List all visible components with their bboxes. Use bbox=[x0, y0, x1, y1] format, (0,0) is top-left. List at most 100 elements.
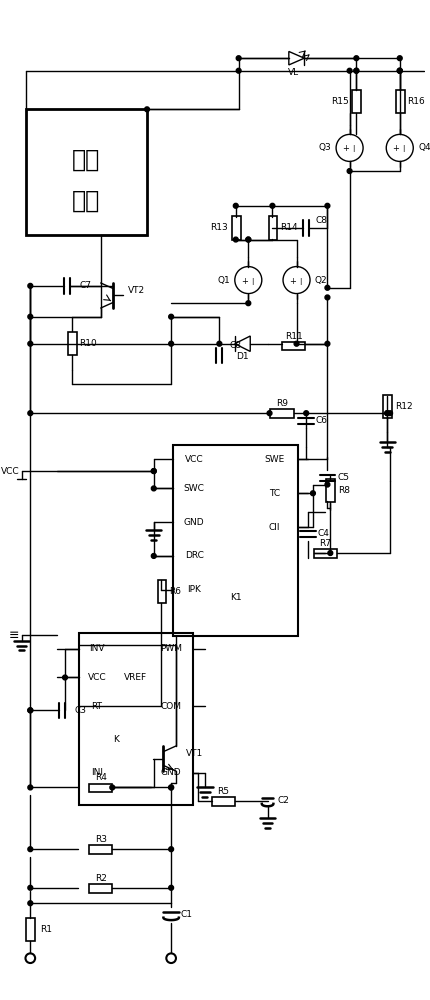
Circle shape bbox=[168, 847, 173, 852]
Circle shape bbox=[233, 203, 238, 208]
Text: INI: INI bbox=[91, 768, 103, 777]
Circle shape bbox=[246, 301, 250, 306]
Circle shape bbox=[168, 314, 173, 319]
Circle shape bbox=[324, 285, 329, 290]
Bar bbox=[352, 90, 360, 113]
Circle shape bbox=[303, 411, 308, 416]
Text: SWC: SWC bbox=[184, 484, 204, 493]
Text: C4: C4 bbox=[317, 529, 329, 538]
Text: VT2: VT2 bbox=[128, 286, 145, 295]
Circle shape bbox=[216, 341, 221, 346]
Circle shape bbox=[28, 785, 33, 790]
Text: Q2: Q2 bbox=[314, 276, 327, 285]
Bar bbox=[173, 445, 298, 636]
Circle shape bbox=[28, 847, 33, 852]
Text: R11: R11 bbox=[284, 332, 302, 341]
Bar bbox=[326, 479, 335, 502]
Text: C8: C8 bbox=[228, 341, 240, 350]
Text: R10: R10 bbox=[79, 339, 97, 348]
Circle shape bbox=[353, 68, 358, 73]
Circle shape bbox=[110, 785, 114, 790]
Text: C2: C2 bbox=[276, 796, 289, 805]
Text: R4: R4 bbox=[95, 773, 106, 782]
Bar bbox=[68, 332, 77, 355]
Text: |: | bbox=[250, 278, 253, 285]
Text: D1: D1 bbox=[236, 352, 248, 361]
Bar bbox=[395, 90, 404, 113]
Text: R6: R6 bbox=[169, 587, 181, 596]
Text: R15: R15 bbox=[330, 97, 348, 106]
Circle shape bbox=[236, 56, 240, 61]
Text: R14: R14 bbox=[280, 223, 297, 232]
Text: VCC: VCC bbox=[184, 455, 203, 464]
Circle shape bbox=[168, 885, 173, 890]
Text: CII: CII bbox=[268, 523, 280, 532]
Text: 用电: 用电 bbox=[72, 147, 100, 171]
Bar bbox=[157, 580, 166, 603]
Circle shape bbox=[144, 107, 149, 112]
Circle shape bbox=[151, 554, 156, 558]
Bar bbox=[382, 395, 391, 418]
Circle shape bbox=[168, 785, 173, 790]
Circle shape bbox=[233, 237, 238, 242]
Text: K: K bbox=[113, 735, 119, 744]
Circle shape bbox=[151, 469, 156, 473]
Text: VL: VL bbox=[287, 68, 298, 77]
Bar bbox=[270, 409, 293, 418]
Circle shape bbox=[28, 283, 33, 288]
Text: DRC: DRC bbox=[184, 551, 203, 560]
Text: +: + bbox=[289, 277, 295, 286]
Circle shape bbox=[168, 341, 173, 346]
Text: +: + bbox=[240, 277, 247, 286]
Text: C3: C3 bbox=[74, 706, 86, 715]
Circle shape bbox=[62, 675, 67, 680]
Bar bbox=[268, 216, 276, 240]
Text: |: | bbox=[402, 145, 404, 152]
Text: Q3: Q3 bbox=[318, 143, 331, 152]
Circle shape bbox=[28, 708, 33, 713]
Text: PWM: PWM bbox=[160, 644, 182, 653]
Text: Q1: Q1 bbox=[217, 276, 230, 285]
Circle shape bbox=[28, 341, 33, 346]
Text: IPK: IPK bbox=[187, 585, 201, 594]
Text: SWE: SWE bbox=[264, 455, 284, 464]
Circle shape bbox=[28, 411, 33, 416]
Text: |: | bbox=[351, 145, 354, 152]
Circle shape bbox=[293, 341, 298, 346]
Bar bbox=[231, 216, 240, 240]
Text: R3: R3 bbox=[95, 835, 107, 844]
Text: C1: C1 bbox=[180, 910, 192, 919]
Text: +: + bbox=[392, 144, 399, 153]
Circle shape bbox=[396, 68, 401, 73]
Circle shape bbox=[28, 314, 33, 319]
Text: VT1: VT1 bbox=[185, 749, 203, 758]
Circle shape bbox=[236, 68, 240, 73]
Circle shape bbox=[347, 169, 351, 173]
Text: VREF: VREF bbox=[123, 673, 147, 682]
Bar bbox=[313, 549, 336, 558]
Circle shape bbox=[396, 68, 401, 73]
Text: R7: R7 bbox=[319, 539, 331, 548]
Circle shape bbox=[28, 885, 33, 890]
Circle shape bbox=[353, 68, 358, 73]
Text: COM: COM bbox=[160, 702, 181, 711]
Text: +: + bbox=[341, 144, 348, 153]
Circle shape bbox=[28, 708, 33, 713]
Circle shape bbox=[324, 203, 329, 208]
Circle shape bbox=[384, 411, 389, 416]
Text: RT: RT bbox=[91, 702, 102, 711]
Circle shape bbox=[168, 785, 173, 790]
Text: R16: R16 bbox=[406, 97, 424, 106]
Circle shape bbox=[151, 469, 156, 473]
Circle shape bbox=[384, 411, 389, 416]
Bar bbox=[89, 845, 112, 854]
Text: C5: C5 bbox=[336, 473, 348, 482]
Text: GND: GND bbox=[160, 768, 181, 777]
Text: R12: R12 bbox=[394, 402, 412, 411]
Bar bbox=[281, 342, 304, 350]
Circle shape bbox=[246, 237, 250, 242]
Circle shape bbox=[269, 203, 274, 208]
Text: GND: GND bbox=[184, 518, 204, 527]
Circle shape bbox=[324, 482, 329, 487]
Text: INV: INV bbox=[89, 644, 104, 653]
